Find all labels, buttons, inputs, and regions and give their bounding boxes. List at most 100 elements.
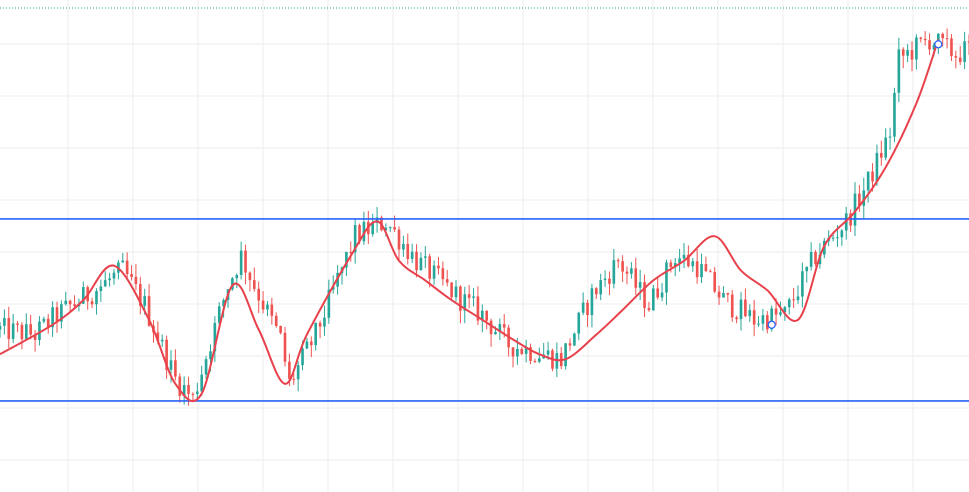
candle-body bbox=[345, 251, 348, 268]
horizontal-levels bbox=[0, 218, 969, 402]
candle-body bbox=[235, 274, 239, 279]
candle-body bbox=[862, 190, 866, 206]
candle-body bbox=[673, 263, 677, 268]
candle-body bbox=[68, 300, 72, 305]
candle-body bbox=[945, 38, 949, 40]
candle-body bbox=[783, 307, 787, 313]
candle-body bbox=[301, 348, 304, 366]
candle-body bbox=[630, 268, 633, 274]
candle-body bbox=[147, 296, 151, 326]
candle-body bbox=[90, 301, 94, 305]
candle-body bbox=[33, 334, 37, 340]
candle-body bbox=[651, 288, 655, 311]
candle-body bbox=[406, 243, 410, 259]
candle-body bbox=[884, 137, 888, 158]
candle-body bbox=[809, 252, 813, 267]
candle-body bbox=[103, 280, 107, 287]
candle-body bbox=[954, 56, 958, 58]
candle-body bbox=[81, 287, 85, 304]
candle-body bbox=[42, 318, 46, 322]
candle-body bbox=[787, 299, 791, 308]
candle-body bbox=[402, 243, 405, 250]
candle-body bbox=[95, 291, 98, 305]
candle-body bbox=[638, 282, 642, 288]
candle-body bbox=[792, 299, 795, 301]
candle-body bbox=[266, 304, 269, 310]
candle-body bbox=[292, 378, 296, 380]
candle-body bbox=[950, 38, 953, 57]
candle-body bbox=[774, 308, 778, 315]
candle-body bbox=[419, 257, 423, 271]
candle-body bbox=[726, 293, 730, 295]
candle-body bbox=[533, 360, 537, 362]
candle-body bbox=[893, 92, 896, 137]
candle-body bbox=[730, 294, 734, 318]
candle-body bbox=[704, 264, 708, 272]
candle-body bbox=[590, 288, 594, 316]
candle-body bbox=[467, 294, 471, 298]
trend-marker bbox=[767, 320, 776, 329]
candle-body bbox=[665, 262, 668, 293]
candle-body bbox=[875, 152, 879, 182]
candle-body bbox=[770, 308, 774, 330]
candle-body bbox=[879, 152, 883, 158]
candle-body bbox=[112, 272, 116, 279]
candle-body bbox=[309, 341, 313, 346]
candle-body bbox=[314, 322, 318, 346]
candle-body bbox=[0, 325, 2, 330]
candle-body bbox=[621, 261, 624, 272]
candle-body bbox=[130, 274, 133, 277]
candle-body bbox=[480, 310, 484, 321]
candle-body bbox=[489, 320, 493, 335]
candle-body bbox=[744, 299, 747, 317]
candle-body bbox=[7, 318, 11, 339]
trend-markers bbox=[767, 40, 943, 329]
candle-body bbox=[305, 341, 309, 349]
candle-body bbox=[191, 393, 195, 395]
candle-body bbox=[564, 343, 567, 367]
candle-body bbox=[752, 310, 756, 325]
candle-body bbox=[397, 229, 401, 250]
candle-body bbox=[415, 251, 418, 271]
candle-body bbox=[209, 351, 212, 360]
candle-body bbox=[581, 302, 585, 313]
candle-body bbox=[516, 348, 519, 357]
candle-body bbox=[660, 292, 664, 298]
candle-body bbox=[393, 227, 396, 230]
candle-body bbox=[967, 41, 969, 43]
candle-body bbox=[248, 272, 252, 281]
candle-body bbox=[279, 325, 282, 333]
candle-body bbox=[20, 324, 24, 340]
candle-body bbox=[739, 299, 743, 320]
candle-body bbox=[11, 323, 15, 339]
candle-body bbox=[174, 360, 177, 377]
candle-body bbox=[388, 227, 392, 229]
candle-body bbox=[608, 278, 611, 284]
candle-body bbox=[901, 49, 905, 56]
candle-body bbox=[349, 251, 353, 253]
candle-body bbox=[46, 318, 50, 328]
candle-body bbox=[779, 312, 782, 315]
candle-body bbox=[717, 291, 721, 298]
candle-body bbox=[463, 294, 467, 311]
candle-body bbox=[143, 296, 147, 306]
candle-body bbox=[283, 332, 287, 362]
candle-body bbox=[915, 37, 918, 60]
candle-body bbox=[125, 260, 129, 275]
candle-body bbox=[678, 258, 681, 264]
candle-body bbox=[586, 302, 589, 316]
candle-body bbox=[537, 358, 541, 362]
candle-body bbox=[599, 280, 603, 295]
candle-body bbox=[459, 286, 462, 311]
candle-body bbox=[735, 317, 738, 320]
candle-body bbox=[437, 265, 440, 269]
candle-body bbox=[687, 254, 690, 267]
candle-body bbox=[840, 230, 844, 238]
candle-body bbox=[805, 266, 809, 272]
candle-body bbox=[836, 237, 839, 239]
candle-body bbox=[358, 225, 361, 242]
candle-body bbox=[748, 310, 752, 317]
candle-body bbox=[682, 254, 686, 259]
